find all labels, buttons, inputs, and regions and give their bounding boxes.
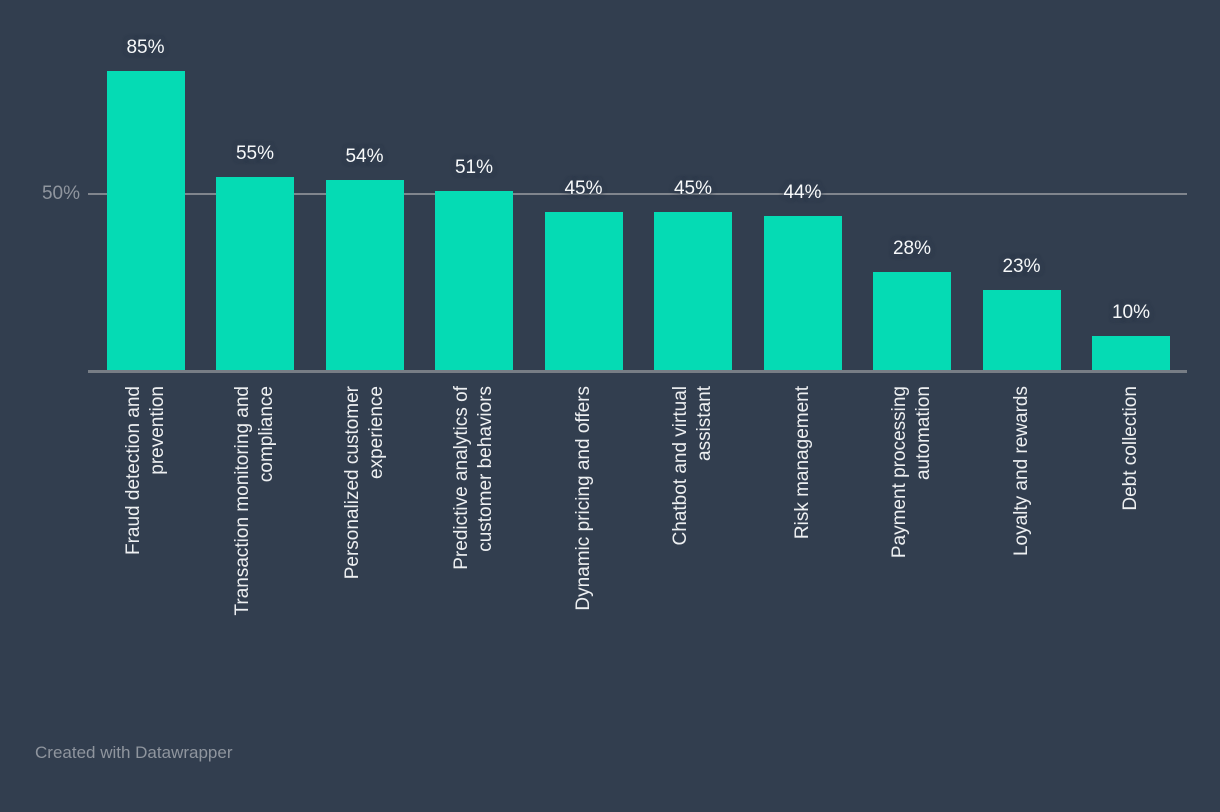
bar-value-label: 44%: [783, 182, 822, 203]
bar[interactable]: [435, 191, 513, 371]
bar[interactable]: [216, 177, 294, 371]
bar-value-label: 10%: [1111, 302, 1151, 323]
datawrapper-credit[interactable]: Created with Datawrapper: [35, 743, 233, 762]
bar-category-label: Fraud detection and prevention: [122, 386, 168, 556]
bar-value-label: 85%: [126, 37, 165, 58]
bar-value-label: 23%: [1002, 256, 1041, 277]
bar-category-label: Personalized customer experience: [341, 386, 387, 580]
bar[interactable]: [982, 290, 1061, 371]
bar-value-label: 55%: [235, 143, 275, 164]
bar-category-label: Transaction monitoring and compliance: [232, 386, 277, 616]
bar-category-label: Dynamic pricing and offers: [572, 386, 594, 611]
bar-value-label: 28%: [892, 238, 932, 259]
x-axis-line: [88, 370, 1187, 373]
bar-category-label: Debt collection: [1120, 386, 1141, 511]
bar-category-label: Payment processing automation: [889, 386, 934, 559]
bar-value-label: 45%: [673, 178, 713, 199]
bar-category-label: Loyalty and rewards: [1010, 386, 1032, 557]
bar-value-label: 51%: [454, 157, 494, 178]
bar[interactable]: [544, 212, 623, 371]
bar-category-label: Risk management: [791, 386, 813, 540]
bar[interactable]: [654, 212, 732, 371]
bar-category-label: Chatbot and virtual assistant: [670, 386, 715, 546]
bar-category-label: Predictive analytics of customer behavior…: [451, 386, 496, 570]
y-axis-tick-label: 50%: [41, 183, 80, 204]
bar[interactable]: [873, 272, 951, 371]
gridline-50-percent: [88, 193, 1187, 195]
bar[interactable]: [763, 216, 842, 371]
bar-value-label: 45%: [564, 178, 603, 199]
bar[interactable]: [325, 180, 404, 371]
bar[interactable]: [1092, 336, 1170, 371]
bar-value-label: 54%: [345, 146, 384, 167]
bar[interactable]: [106, 71, 185, 371]
